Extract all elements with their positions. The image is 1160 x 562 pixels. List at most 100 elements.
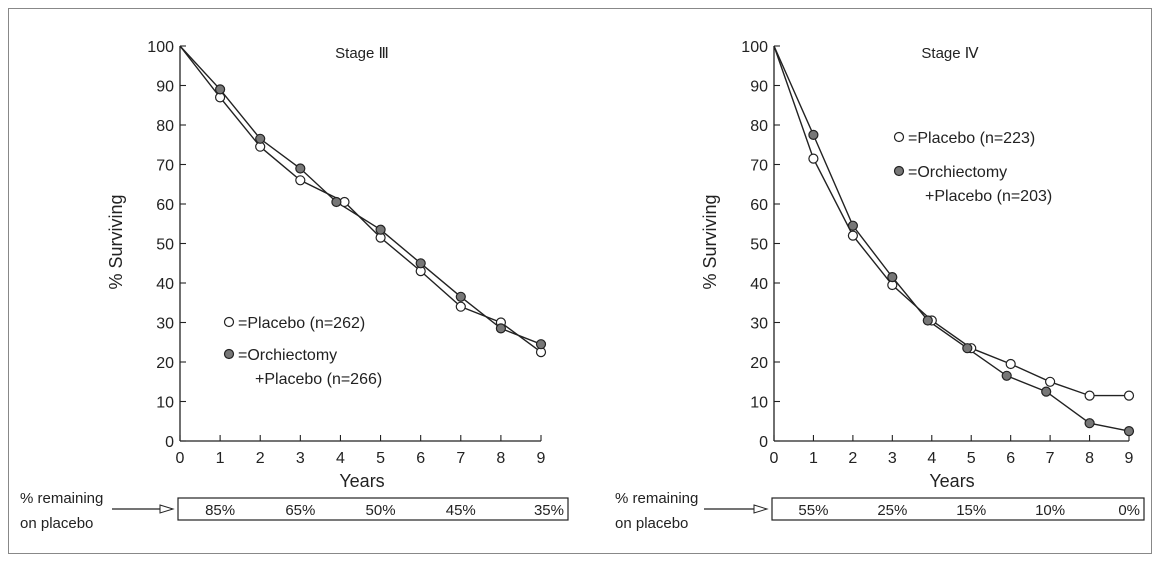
legend-orchiectomy-label: =Orchiectomy [238, 347, 337, 364]
stage-iii-panel: Stage Ⅲ % Surviving Years =Placebo (n=26… [20, 39, 569, 532]
y-tick-label: 100 [147, 39, 174, 56]
legend: =Placebo (n=262) =Orchiectomy +Placebo (… [223, 315, 382, 388]
placebo-line [179, 45, 542, 353]
orchiectomy-line [773, 45, 1130, 432]
placebo-point [455, 301, 466, 312]
x-tick-label: 5 [376, 450, 385, 467]
y-tick-label: 30 [750, 316, 768, 333]
legend: =Placebo (n=223) =Orchiectomy +Placebo (… [893, 130, 1052, 205]
placebo-point [1005, 358, 1016, 370]
y-tick-label: 10 [156, 395, 174, 412]
x-tick-label: 4 [336, 450, 345, 467]
x-tick-label: 6 [416, 450, 425, 467]
orchiectomy-point [847, 220, 859, 231]
x-tick-label: 5 [967, 450, 976, 467]
y-tick-label: 100 [741, 39, 768, 56]
orchiectomy-point [415, 258, 426, 269]
remaining-label: % remaining [20, 490, 103, 507]
y-tick-label: 20 [750, 355, 768, 372]
orchiectomy-point [295, 163, 306, 174]
x-tick-label: 3 [888, 450, 897, 467]
remaining-value: 85% [205, 502, 235, 519]
remaining-label: % remaining [615, 490, 698, 507]
x-tick-label: 9 [1125, 450, 1134, 467]
x-tick-label: 8 [1085, 450, 1094, 467]
legend-orchiectomy-label-2: +Placebo (n=266) [255, 371, 382, 388]
orchiectomy-line [179, 45, 542, 345]
remaining-arrow-icon [159, 504, 175, 514]
placebo-point [1123, 390, 1135, 401]
orchiectomy-point [1123, 426, 1135, 437]
y-tick-label: 50 [156, 237, 174, 254]
remaining-box [771, 497, 1145, 521]
legend-filled-marker [893, 165, 905, 177]
remaining-value: 55% [798, 502, 828, 519]
remaining-value: 10% [1035, 502, 1065, 519]
y-axis-title: % Surviving [700, 194, 720, 289]
y-tick-label: 40 [750, 276, 768, 293]
y-tick-label: 0 [759, 434, 768, 451]
stage-iv-panel: Stage Ⅳ % Surviving Years =Placebo (n=22… [615, 39, 1145, 532]
x-tick-label: 4 [927, 450, 936, 467]
orchiectomy-point [808, 129, 819, 140]
remaining-value: 25% [877, 502, 907, 519]
legend-placebo-label: =Placebo (n=262) [238, 315, 365, 332]
y-tick-label: 60 [750, 197, 768, 214]
y-tick-label: 70 [750, 158, 768, 175]
legend-open-marker [223, 316, 235, 328]
y-axis-title: % Surviving [106, 194, 126, 289]
y-tick-label: 10 [750, 395, 768, 412]
remaining-label-2: on placebo [615, 515, 688, 532]
y-tick-label: 20 [156, 355, 174, 372]
x-tick-label: 2 [256, 450, 265, 467]
x-tick-label: 7 [456, 450, 465, 467]
placebo-point [1044, 376, 1056, 387]
remaining-arrow-icon [753, 504, 769, 514]
orchiectomy-point [455, 291, 466, 302]
remaining-value: 15% [956, 502, 986, 519]
orchiectomy-point [1041, 386, 1052, 397]
y-tick-label: 70 [156, 158, 174, 175]
x-tick-label: 2 [848, 450, 857, 467]
remaining-value: 35% [534, 502, 564, 519]
orchiectomy-point [495, 323, 506, 334]
orchiectomy-point [922, 315, 933, 326]
panel-title: Stage Ⅳ [921, 45, 978, 62]
y-tick-label: 90 [156, 79, 174, 96]
placebo-point [808, 153, 819, 164]
x-tick-label: 3 [296, 450, 305, 467]
legend-open-marker [893, 131, 905, 143]
panel-title: Stage Ⅲ [335, 45, 389, 62]
orchiectomy-point [962, 343, 973, 354]
orchiectomy-point [535, 339, 547, 350]
remaining-label-2: on placebo [20, 515, 93, 532]
orchiectomy-point [1001, 370, 1012, 381]
y-tick-label: 40 [156, 276, 174, 293]
remaining-value: 50% [366, 502, 396, 519]
placebo-point [1084, 390, 1095, 401]
placebo-line [773, 45, 1129, 397]
x-tick-label: 0 [770, 450, 779, 467]
figure-frame [8, 8, 1152, 554]
orchiectomy-point [215, 84, 226, 95]
placebo-point [847, 230, 859, 241]
x-axis-title: Years [929, 471, 974, 491]
legend-orchiectomy-label-2: +Placebo (n=203) [925, 188, 1052, 205]
orchiectomy-point [1084, 418, 1095, 429]
x-tick-label: 7 [1046, 450, 1055, 467]
placebo-point [295, 175, 306, 186]
x-tick-label: 1 [809, 450, 818, 467]
x-tick-label: 6 [1006, 450, 1015, 467]
remaining-value: 65% [285, 502, 315, 519]
y-tick-label: 80 [156, 118, 174, 135]
x-tick-label: 1 [216, 450, 225, 467]
x-axis-title: Years [339, 471, 384, 491]
y-tick-label: 0 [165, 434, 174, 451]
y-tick-label: 80 [750, 118, 768, 135]
y-tick-label: 50 [750, 237, 768, 254]
legend-placebo-label: =Placebo (n=223) [908, 130, 1035, 147]
legend-orchiectomy-label: =Orchiectomy [908, 164, 1007, 181]
x-tick-label: 0 [176, 450, 185, 467]
remaining-value: 0% [1118, 502, 1140, 519]
